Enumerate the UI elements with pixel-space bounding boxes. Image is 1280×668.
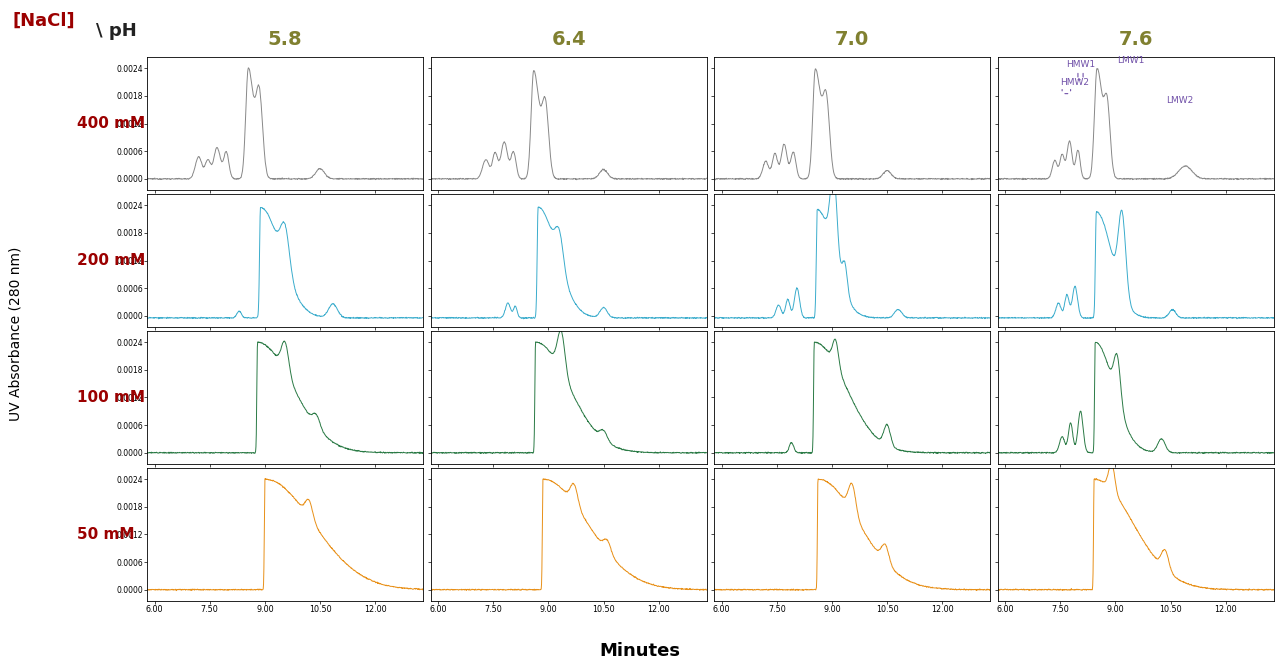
Text: HMW1: HMW1 (1066, 60, 1096, 69)
Text: 5.8: 5.8 (268, 30, 302, 49)
Text: \ pH: \ pH (96, 22, 137, 40)
Text: LMW2: LMW2 (1166, 96, 1193, 105)
Text: Minutes: Minutes (599, 642, 681, 660)
Text: 7.0: 7.0 (835, 30, 869, 49)
Text: 6.4: 6.4 (552, 30, 586, 49)
Text: LMW1: LMW1 (1117, 55, 1144, 65)
Text: 50 mM: 50 mM (77, 527, 134, 542)
Text: 400 mM: 400 mM (77, 116, 145, 131)
Text: HMW2: HMW2 (1060, 77, 1089, 87)
Text: [NaCl]: [NaCl] (13, 12, 76, 30)
Text: 7.6: 7.6 (1119, 30, 1153, 49)
Text: 100 mM: 100 mM (77, 390, 145, 405)
Text: 200 mM: 200 mM (77, 253, 145, 268)
Text: UV Absorbance (280 nm): UV Absorbance (280 nm) (9, 246, 22, 422)
